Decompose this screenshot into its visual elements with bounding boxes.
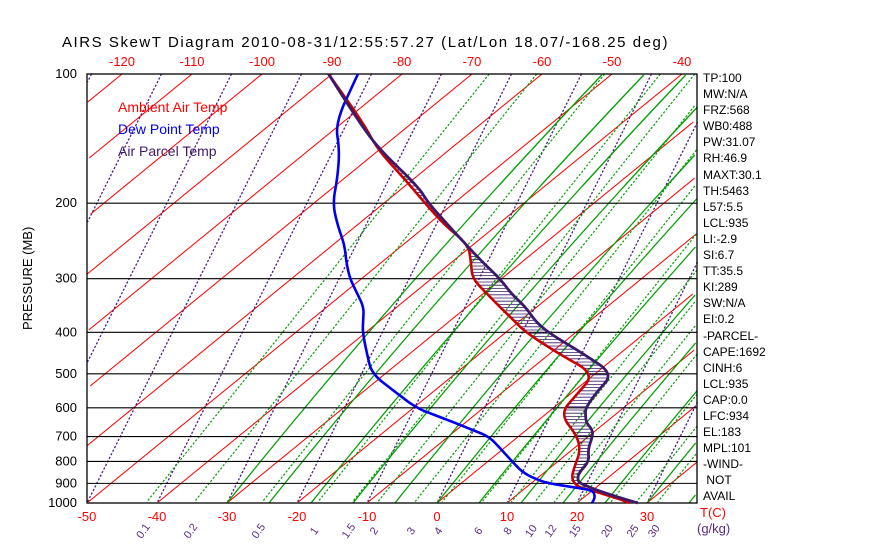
svg-text:20: 20 <box>570 509 584 524</box>
svg-text:300: 300 <box>55 271 77 286</box>
svg-text:200: 200 <box>55 195 77 210</box>
svg-text:400: 400 <box>55 324 77 339</box>
svg-text:-90: -90 <box>323 54 342 69</box>
svg-text:700: 700 <box>55 429 77 444</box>
svg-text:-10: -10 <box>358 509 377 524</box>
svg-text:100: 100 <box>55 66 77 81</box>
svg-text:-70: -70 <box>463 54 482 69</box>
svg-text:-50: -50 <box>603 54 622 69</box>
svg-text:-120: -120 <box>109 54 135 69</box>
svg-text:-40: -40 <box>148 509 167 524</box>
svg-text:1000: 1000 <box>48 495 77 510</box>
svg-text:800: 800 <box>55 453 77 468</box>
svg-text:-100: -100 <box>249 54 275 69</box>
svg-text:600: 600 <box>55 400 77 415</box>
svg-text:30: 30 <box>640 509 654 524</box>
svg-text:-50: -50 <box>78 509 97 524</box>
svg-text:-20: -20 <box>288 509 307 524</box>
svg-text:500: 500 <box>55 366 77 381</box>
svg-text:-30: -30 <box>218 509 237 524</box>
svg-text:-60: -60 <box>533 54 552 69</box>
svg-text:-40: -40 <box>673 54 692 69</box>
svg-text:0: 0 <box>433 509 440 524</box>
svg-text:-110: -110 <box>179 54 204 69</box>
svg-text:900: 900 <box>55 475 77 490</box>
svg-text:10: 10 <box>500 509 514 524</box>
svg-text:-80: -80 <box>393 54 412 69</box>
